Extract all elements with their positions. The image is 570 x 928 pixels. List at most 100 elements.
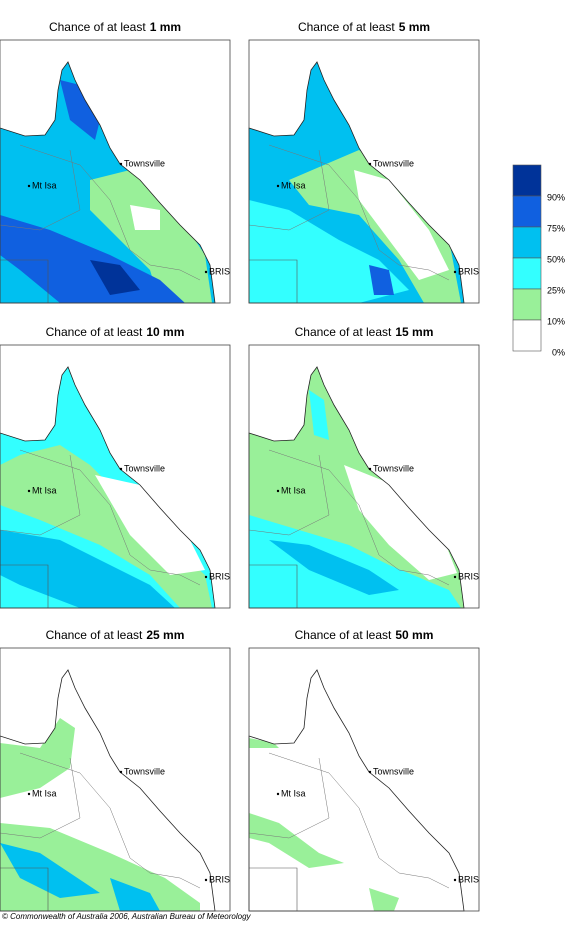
border — [0, 259, 49, 303]
place-label: Mt Isa — [281, 788, 306, 798]
rain-zone — [249, 200, 409, 303]
zones — [249, 367, 464, 608]
map-panel: Chance of at least 50 mm Townsville Mt Isa B… — [248, 628, 480, 912]
map-panel: Chance of at least 5 mm Townsville Mt Isa BR… — [248, 20, 480, 304]
town-dot — [204, 575, 208, 579]
district-lines — [0, 454, 81, 536]
place-label: BRIS — [209, 874, 230, 884]
district-lines — [248, 454, 330, 536]
map-panel: Chance of at least 10 mm Townsville Mt Isa B… — [0, 325, 231, 609]
rain-zone — [130, 205, 160, 230]
border — [249, 564, 298, 608]
panel-title: Chance of at least 10 mm — [46, 325, 185, 339]
rain-zone — [60, 80, 100, 140]
rain-zone — [0, 843, 100, 898]
place-label: BRIS — [209, 266, 230, 276]
town-dot — [453, 270, 457, 274]
coastline — [248, 669, 465, 912]
rain-zone — [0, 718, 75, 798]
district-lines — [268, 449, 450, 586]
rain-zone — [90, 170, 212, 303]
legend-swatch — [512, 319, 542, 352]
title-text: Chance of at least — [295, 628, 392, 642]
district-lines — [19, 144, 201, 281]
rain-zone — [95, 475, 205, 575]
town-dot — [119, 162, 123, 166]
place-label: Townsville — [124, 463, 165, 473]
place-label: BRIS — [458, 874, 479, 884]
title-text: Chance of at least — [295, 325, 392, 339]
rain-zone — [0, 215, 185, 303]
legend-label: 50% — [547, 254, 565, 264]
town-dot — [276, 184, 280, 188]
town-dot — [204, 878, 208, 882]
district-lines — [268, 752, 450, 889]
panel-title: Chance of at least 1 mm — [49, 20, 181, 34]
legend-swatch — [512, 226, 542, 259]
panel-frame — [248, 344, 480, 609]
coastline — [248, 366, 465, 609]
place-label: Mt Isa — [32, 788, 57, 798]
border — [249, 867, 298, 911]
border — [249, 259, 298, 303]
rain-zone — [269, 540, 399, 595]
rain-zone — [0, 530, 175, 608]
panel-frame — [248, 647, 480, 912]
town-dot — [204, 270, 208, 274]
town-dot — [27, 489, 31, 493]
district-lines — [248, 149, 330, 231]
town-dot — [453, 575, 457, 579]
rain-zone — [249, 738, 279, 748]
rain-zone — [354, 170, 449, 280]
map-panel: Chance of at least 25 mm Townsville Mt Isa B… — [0, 628, 231, 912]
title-amount: 25 mm — [146, 628, 184, 642]
rain-zone — [249, 813, 344, 868]
title-amount: 50 mm — [395, 628, 433, 642]
town-dot — [119, 467, 123, 471]
legend-swatch — [512, 164, 542, 197]
place-label: Mt Isa — [32, 485, 57, 495]
legend-label: 10% — [547, 316, 565, 326]
town-dot — [276, 489, 280, 493]
place-label: Townsville — [124, 158, 165, 168]
border — [0, 867, 49, 911]
district-lines — [0, 757, 81, 839]
panel-title: Chance of at least 25 mm — [46, 628, 185, 642]
legend-swatch — [512, 195, 542, 228]
panel-frame — [0, 647, 231, 912]
town-dot — [27, 184, 31, 188]
place-label: Townsville — [373, 766, 414, 776]
panel-frame — [248, 39, 480, 304]
coastline — [0, 366, 216, 609]
place-label: BRIS — [458, 571, 479, 581]
rain-zone — [110, 878, 160, 911]
map-panel: Chance of at least 15 mm Townsville Mt Isa B… — [248, 325, 480, 609]
place-label: Mt Isa — [32, 180, 57, 190]
town-dot — [368, 162, 372, 166]
panel-title: Chance of at least 5 mm — [298, 20, 430, 34]
rain-zone — [90, 260, 140, 295]
title-text: Chance of at least — [49, 20, 146, 34]
legend-label: 75% — [547, 223, 565, 233]
title-amount: 10 mm — [146, 325, 184, 339]
title-amount: 1 mm — [150, 20, 181, 34]
rain-zone — [0, 445, 212, 608]
copyright: © Commonwealth of Australia 2006, Austra… — [2, 912, 252, 921]
town-dot — [119, 770, 123, 774]
place-label: Mt Isa — [281, 485, 306, 495]
town-dot — [27, 792, 31, 796]
place-label: Townsville — [373, 463, 414, 473]
title-text: Chance of at least — [46, 325, 143, 339]
legend-swatch — [512, 288, 542, 321]
place-label: Townsville — [124, 766, 165, 776]
panel-frame — [0, 344, 231, 609]
rain-zone — [249, 515, 461, 608]
rain-zone — [369, 888, 399, 911]
border — [0, 564, 49, 608]
coastline — [0, 669, 216, 912]
town-dot — [368, 467, 372, 471]
legend-label: 0% — [552, 347, 565, 357]
district-lines — [19, 449, 201, 586]
district-lines — [0, 149, 81, 231]
